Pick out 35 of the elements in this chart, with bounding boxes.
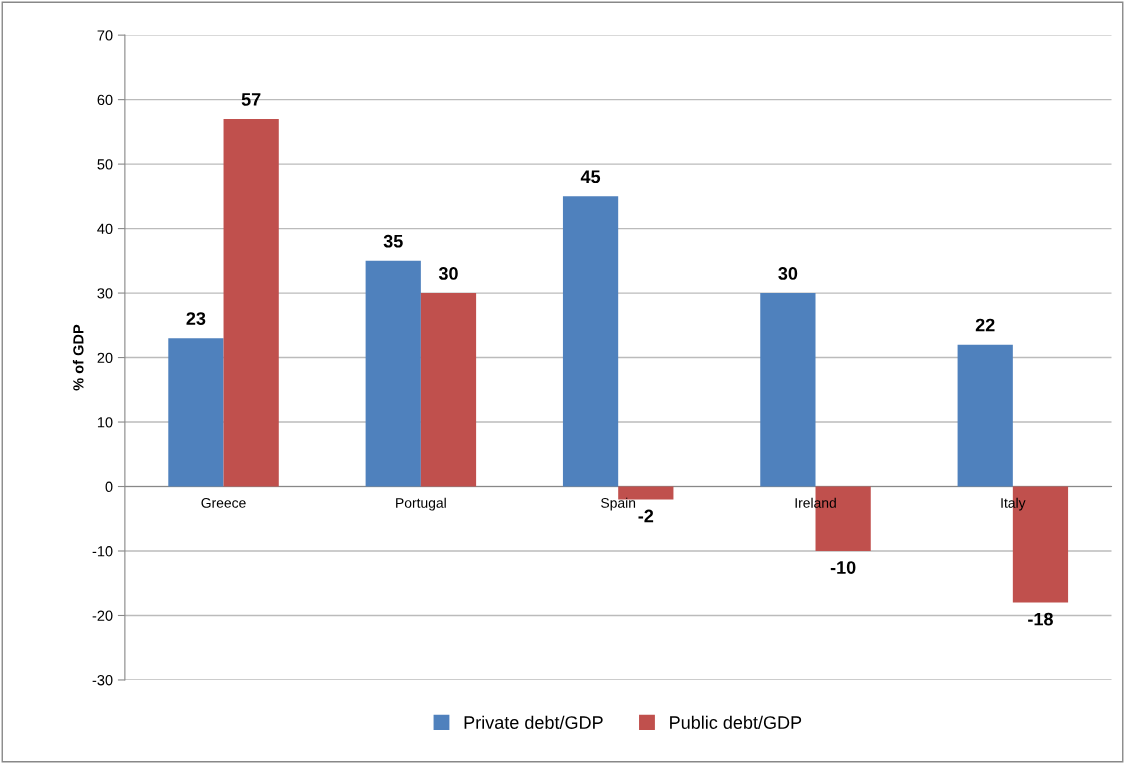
y-tick-label: 60 bbox=[97, 94, 113, 106]
legend-label: Public debt/GDP bbox=[670, 715, 802, 729]
bar bbox=[420, 293, 477, 487]
bar bbox=[760, 293, 816, 487]
bar bbox=[223, 118, 279, 487]
bar bbox=[168, 338, 224, 487]
x-tick-label: Portugal bbox=[396, 497, 446, 511]
data-label: -2 bbox=[638, 509, 654, 523]
data-label: 30 bbox=[778, 267, 798, 280]
legend-label: Private debt/GDP bbox=[464, 715, 603, 729]
x-tick-label: Spain bbox=[601, 497, 636, 511]
y-tick-label: -10 bbox=[92, 546, 113, 557]
y-tick-label: -30 bbox=[92, 675, 113, 686]
data-label: 30 bbox=[438, 267, 458, 280]
data-label: 45 bbox=[580, 170, 601, 184]
data-label: -10 bbox=[830, 561, 856, 574]
bar bbox=[365, 260, 421, 487]
y-axis-title: % of GDP bbox=[72, 324, 84, 391]
data-label: 22 bbox=[975, 318, 995, 332]
bar bbox=[562, 196, 619, 487]
data-label: -18 bbox=[1028, 612, 1053, 626]
x-tick-label: Ireland bbox=[795, 497, 836, 508]
y-tick-label: 0 bbox=[105, 481, 113, 492]
y-tick-label: 50 bbox=[97, 159, 113, 170]
y-tick-label: 70 bbox=[97, 30, 113, 41]
data-label: 35 bbox=[383, 234, 403, 248]
y-tick-label: 20 bbox=[97, 352, 113, 363]
x-tick-label: Greece bbox=[201, 497, 246, 508]
data-label: 23 bbox=[186, 312, 206, 325]
y-tick-label: 30 bbox=[97, 288, 113, 299]
y-tick-label: 40 bbox=[97, 223, 113, 235]
y-tick-label: -20 bbox=[92, 610, 113, 621]
y-tick-label: 10 bbox=[97, 417, 113, 428]
bar bbox=[957, 344, 1013, 487]
data-label: 57 bbox=[241, 93, 261, 106]
